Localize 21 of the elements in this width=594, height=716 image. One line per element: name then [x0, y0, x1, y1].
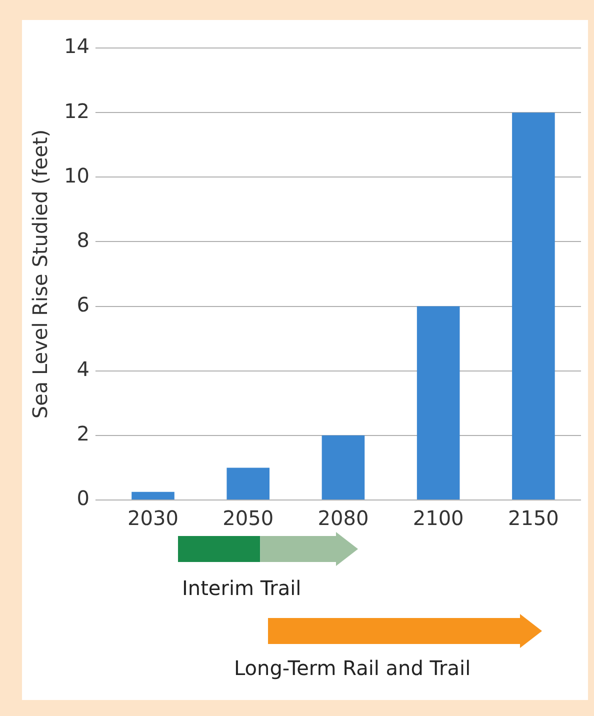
y-axis-title: Sea Level Rise Studied (feet) [28, 129, 52, 419]
bar [322, 435, 365, 500]
y-tick-label: 10 [64, 163, 90, 188]
bar [226, 468, 270, 500]
bar [512, 112, 555, 500]
x-tick-label: 2100 [412, 506, 464, 530]
x-tick-label: 2150 [508, 506, 559, 530]
bar [416, 306, 460, 500]
y-tick-label: 6 [76, 292, 90, 316]
y-tick-label: 2 [76, 422, 90, 446]
text: Interim Trail [182, 576, 302, 600]
x-tick-label: 2030 [128, 506, 178, 530]
text: Long-Term Rail and Trail [234, 656, 471, 680]
y-tick-label: 12 [64, 98, 90, 123]
y-tick-label: 14 [64, 34, 90, 58]
bar [132, 492, 174, 500]
y-tick-label: 0 [76, 486, 90, 510]
x-tick-label: 2080 [318, 506, 369, 530]
y-tick-label: 4 [76, 357, 90, 382]
x-tick-label: 2050 [222, 506, 274, 530]
y-tick-label: 8 [76, 228, 90, 252]
